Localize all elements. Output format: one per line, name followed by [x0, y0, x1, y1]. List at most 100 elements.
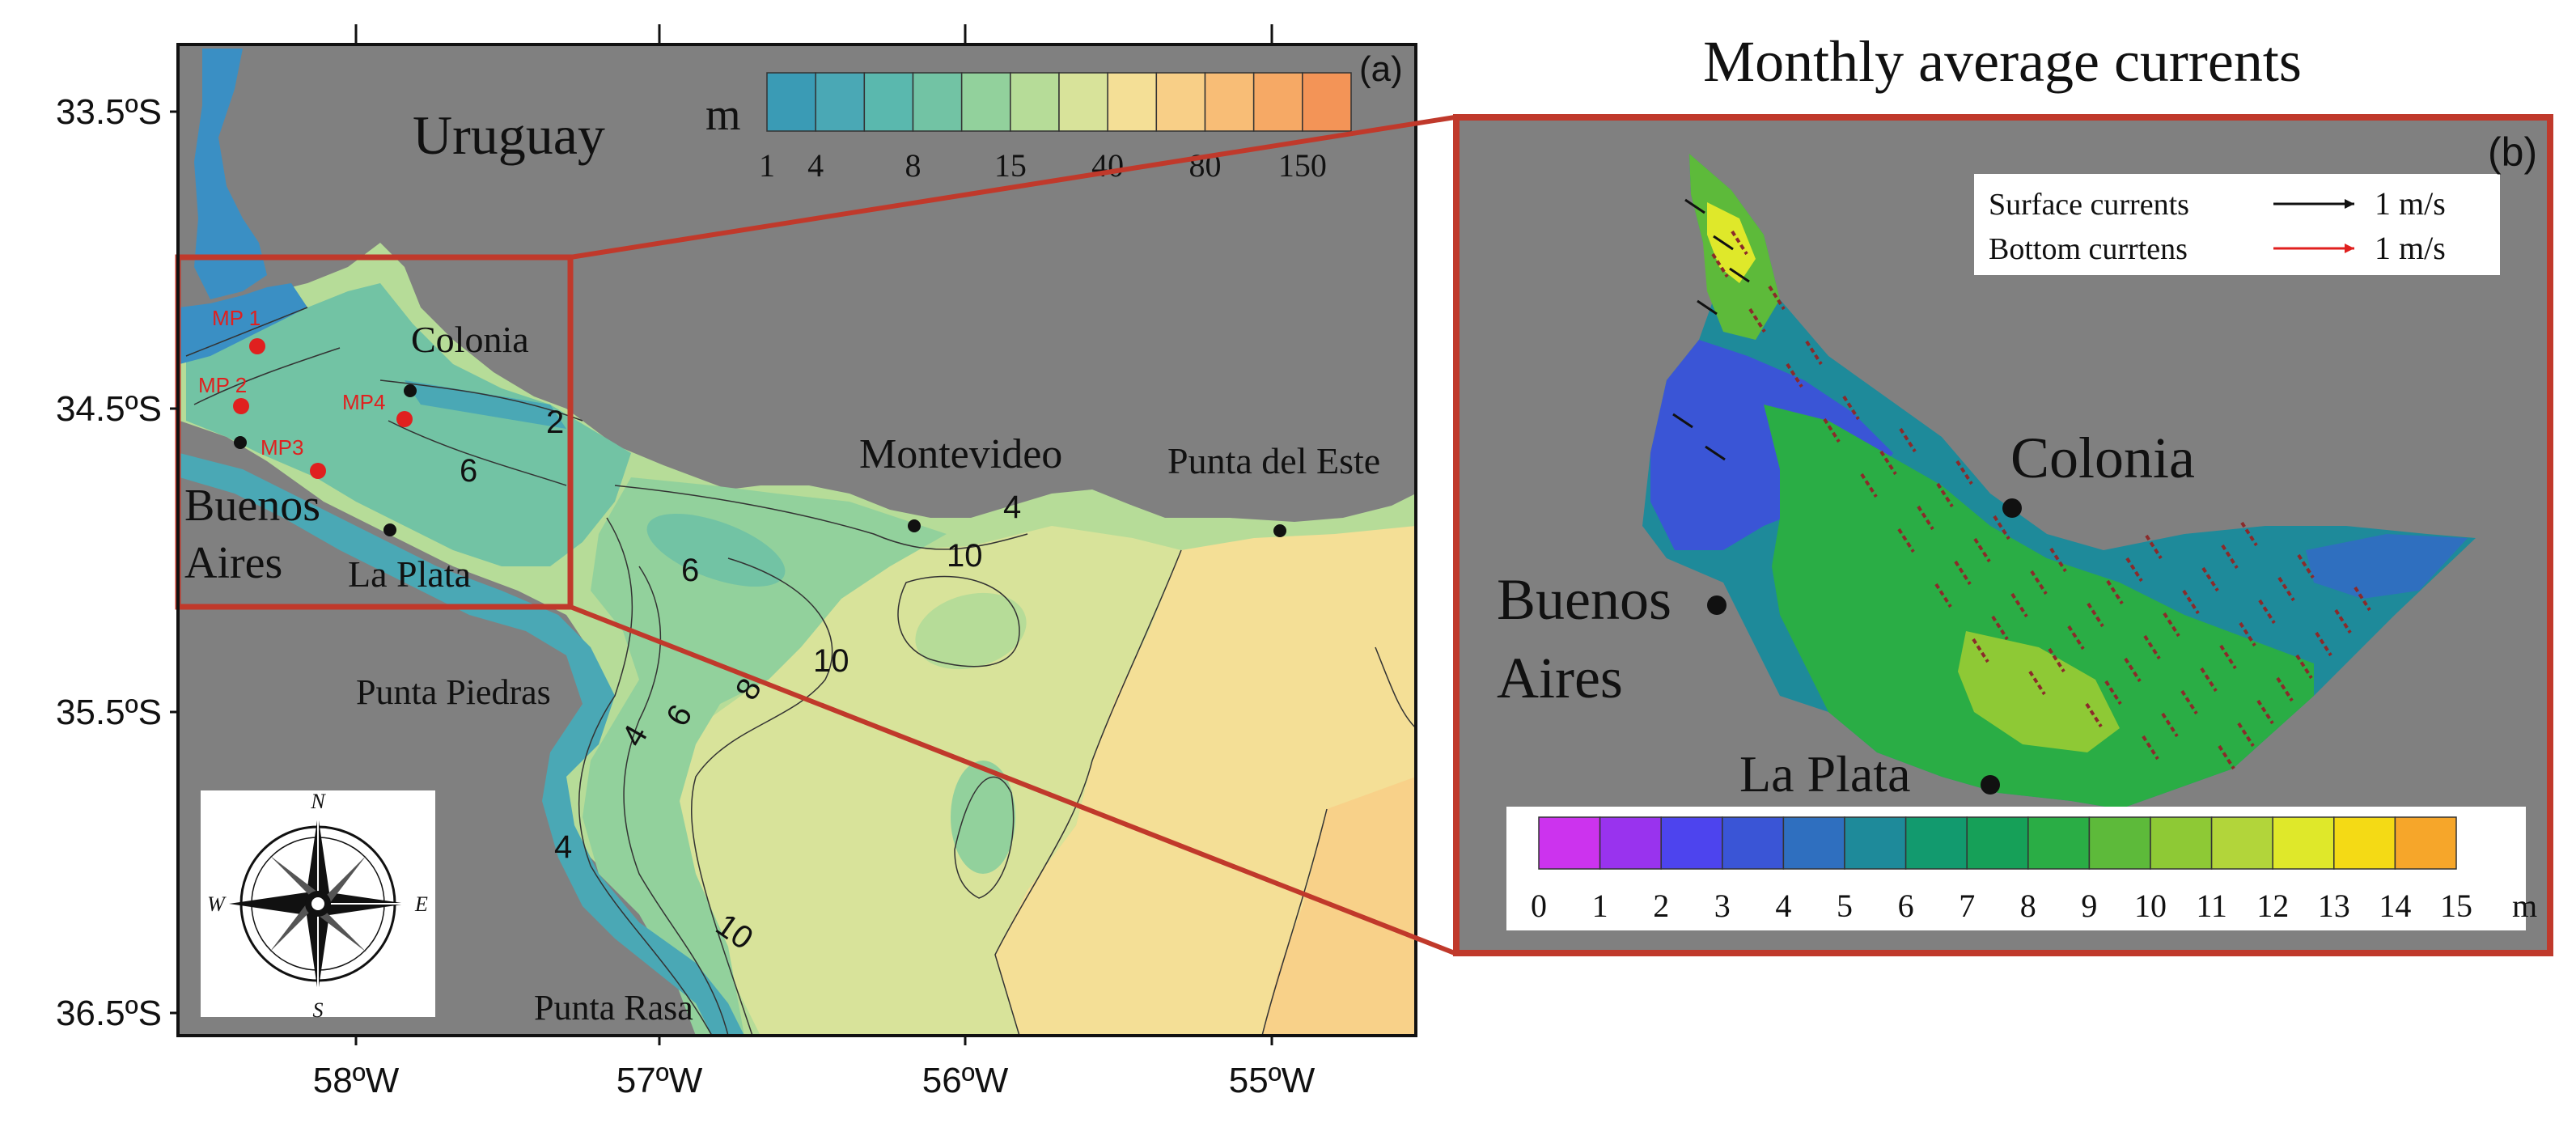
bottom-current-arrow	[2277, 576, 2295, 602]
colorbar-b-swatch	[1722, 816, 1785, 870]
bottom-current-arrow	[2085, 702, 2103, 728]
colorbar-b-swatch	[2394, 816, 2457, 870]
bottom-current-arrow	[1879, 450, 1897, 476]
shoal-tongue	[951, 761, 1015, 874]
bottom-current-arrow	[2237, 722, 2255, 748]
colorbar-b-unit: m	[2512, 888, 2537, 924]
colorbar-b-swatch	[1538, 816, 1601, 870]
colorbar-a-swatch	[1155, 72, 1206, 132]
lon-tick-label: 58ºW	[313, 1061, 400, 1100]
colorbar-b-swatch	[1844, 816, 1907, 870]
bottom-current-arrow	[2104, 680, 2122, 706]
bottom-current-arrow	[2334, 608, 2352, 634]
place-aires-b: Aires	[1497, 646, 1623, 710]
current-field-green	[1764, 405, 2314, 809]
panel-a-map: 33.5ºS 34.5ºS 35.5ºS 36.5ºS 58ºW 57ºW 56…	[56, 24, 1417, 1100]
lon-tick-label: 55ºW	[1229, 1061, 1316, 1100]
place-montevideo: Montevideo	[859, 431, 1062, 477]
colorbar-b	[1538, 816, 2457, 870]
bottom-current-arrow	[2161, 712, 2179, 738]
bottom-current-arrow	[1748, 307, 1766, 333]
contour-label: 10	[813, 643, 849, 679]
colorbar-b-tick-label: 5	[1837, 888, 1853, 924]
colorbar-b-tick-label: 6	[1898, 888, 1914, 924]
bottom-current-arrow	[2106, 579, 2124, 605]
colorbar-a-tick-label: 15	[994, 147, 1027, 184]
bottom-current-arrow	[2200, 667, 2218, 693]
place-buenos: Buenos	[184, 481, 320, 531]
colonia-dot-b	[2002, 498, 2022, 518]
place-punta-rasa: Punta Rasa	[534, 988, 693, 1028]
colorbar-b-swatch	[2210, 816, 2273, 870]
colorbar-a-swatch	[766, 72, 816, 132]
lon-tick-label: 57ºW	[616, 1061, 703, 1100]
bottom-current-arrow	[2143, 634, 2161, 660]
band-8-10	[583, 477, 947, 1036]
colorbar-a-swatch	[815, 72, 866, 132]
axis-ticks	[170, 24, 1273, 1045]
lon-tick-label: 56ºW	[922, 1061, 1009, 1100]
bottom-current-arrow	[2201, 566, 2219, 592]
colorbar-b-swatch	[2088, 816, 2151, 870]
bottom-current-arrow	[1936, 482, 1954, 508]
lat-tick-label: 33.5ºS	[56, 92, 162, 132]
bottom-current-arrow	[1731, 230, 1748, 256]
panel-b-frame	[1453, 114, 2553, 956]
colorbar-a-swatch	[960, 72, 1011, 132]
place-punta-piedras: Punta Piedras	[356, 672, 551, 712]
buenos-aires-dot	[234, 436, 247, 449]
bottom-current-arrow	[2142, 735, 2159, 761]
lat-tick-label: 35.5ºS	[56, 693, 162, 732]
river-upper	[194, 49, 267, 299]
current-field-lime	[1958, 631, 2120, 752]
station-mp2-marker	[233, 398, 249, 414]
shoal-ellipse	[915, 592, 1027, 670]
legend-bottom-label: Bottom currtens	[1989, 232, 2188, 266]
colorbar-b-swatch	[2150, 816, 2213, 870]
montevideo-dot	[908, 519, 921, 532]
bottom-current-arrow	[1897, 528, 1915, 553]
colorbar-a-tick-label: 1	[759, 147, 775, 184]
bottom-current-arrow	[2049, 547, 2067, 573]
bottom-current-arrow	[1955, 460, 1973, 485]
panel-b-label: (b)	[2488, 129, 2537, 175]
colorbar-b-tick-label: 11	[2196, 888, 2227, 924]
surface-current-arrow	[1713, 235, 1734, 251]
bottom-current-arrow	[2028, 670, 2046, 696]
contour-label: 4	[554, 829, 572, 865]
colorbar-a-swatch	[1252, 72, 1303, 132]
bottom-current-arrow	[1768, 285, 1786, 311]
bottom-current-arrow	[2240, 521, 2258, 547]
bottom-current-arrow	[2145, 534, 2163, 560]
panel-b-title: Monthly average currents	[1703, 29, 2302, 94]
bottom-current-arrow	[2354, 586, 2371, 612]
colorbar-a-swatch	[863, 72, 914, 132]
bottom-current-arrow	[2087, 602, 2104, 628]
panel-a-label: (a)	[1359, 49, 1403, 89]
buenos-aires-dot-b	[1707, 595, 1727, 615]
colorbar-b-tick-label: 3	[1714, 888, 1731, 924]
colorbar-b-swatch	[1660, 816, 1723, 870]
legend-surface-value: 1 m/s	[2375, 185, 2446, 222]
bottom-current-arrow	[2295, 654, 2313, 680]
surface-current-arrow	[1672, 413, 1693, 429]
colorbar-b-tick-label: 13	[2318, 888, 2350, 924]
place-uruguay: Uruguay	[413, 104, 605, 166]
colorbar-b-tick-label: 15	[2440, 888, 2472, 924]
panel-b-currents: Monthly average currents Surface current…	[1453, 29, 2553, 956]
bottom-current-arrow	[1993, 515, 2010, 540]
place-aires: Aires	[184, 538, 282, 588]
lat-tick-label: 34.5ºS	[56, 389, 162, 429]
colorbar-a-swatch	[912, 72, 963, 132]
station-label-mp2: MP 2	[198, 373, 247, 397]
colorbar-a-ticks: 1 4 8 15 40 80 150	[759, 147, 1327, 184]
colorbar-b-tick-label: 12	[2256, 888, 2289, 924]
compass-w: W	[207, 892, 227, 916]
place-colonia-b: Colonia	[2010, 426, 2195, 490]
surface-current-arrow	[1729, 267, 1750, 283]
river-delta	[180, 283, 307, 364]
colorbar-b-swatch	[1599, 816, 1662, 870]
band-coastal	[180, 453, 744, 1036]
colorbar-b-swatch	[2272, 816, 2335, 870]
bottom-current-arrow	[1786, 362, 1803, 388]
